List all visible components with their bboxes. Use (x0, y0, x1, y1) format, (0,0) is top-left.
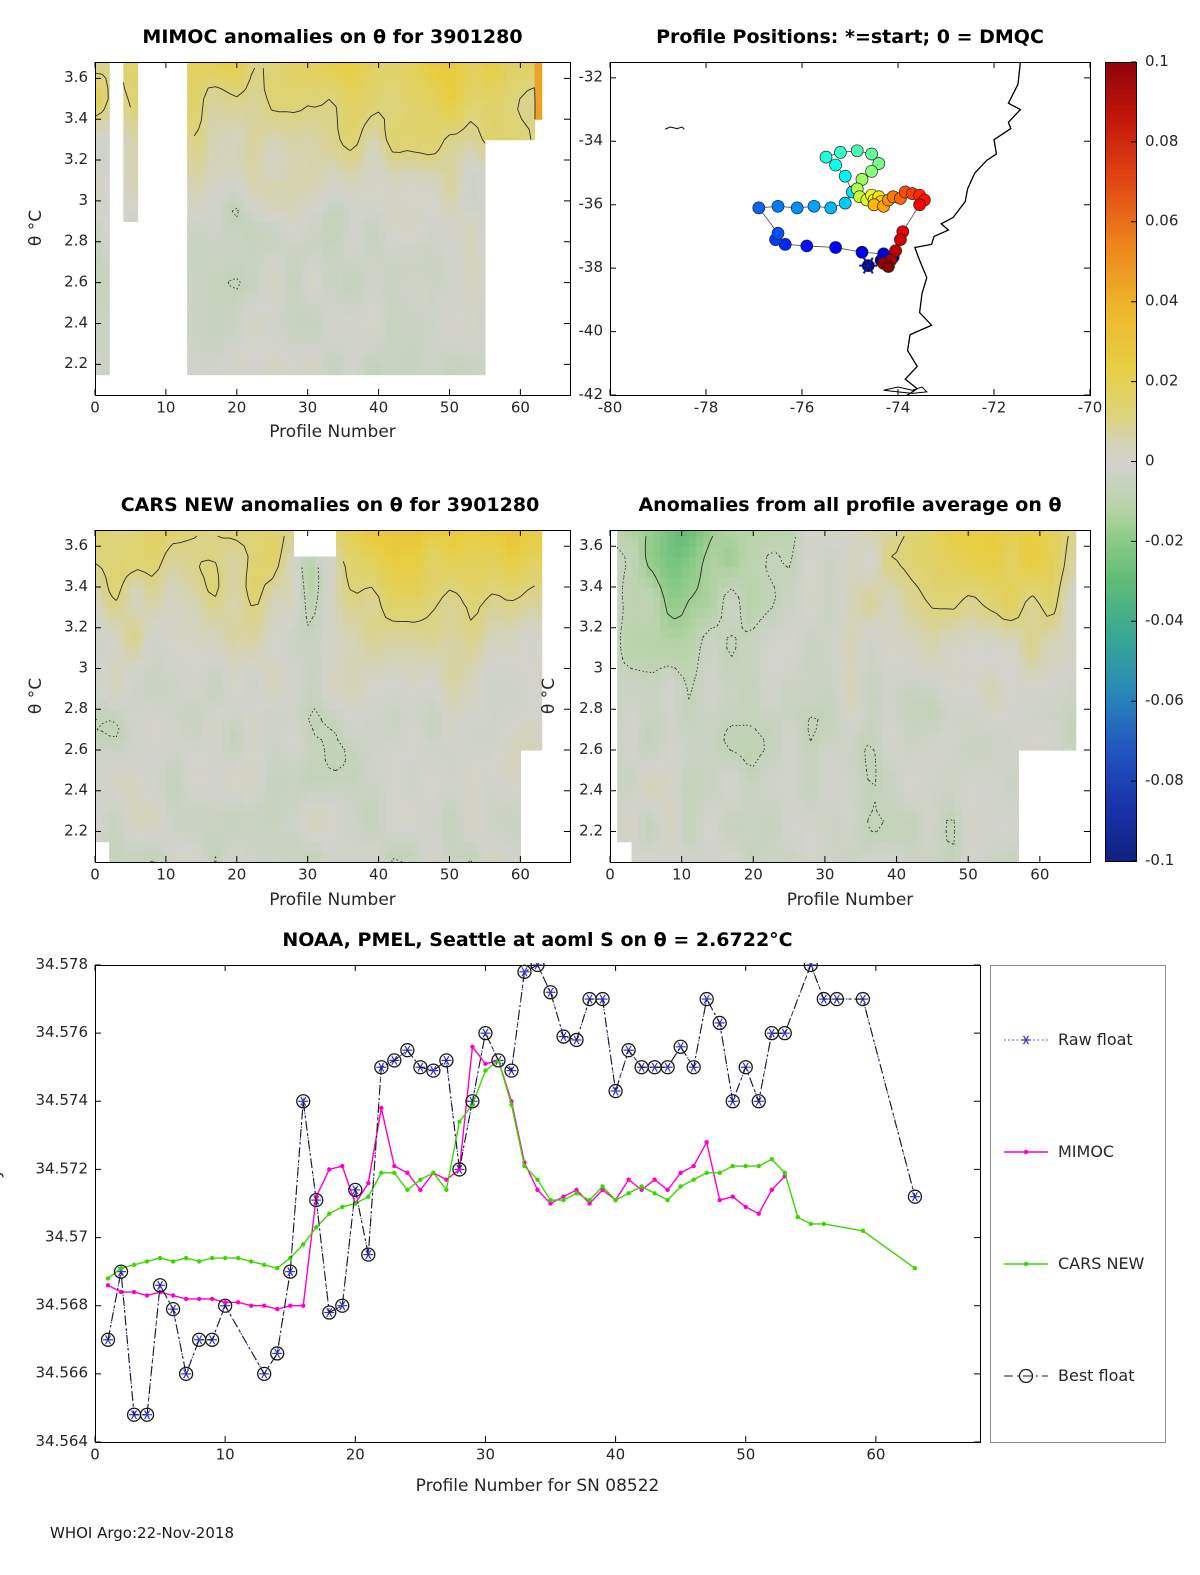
mimoc-xlabel: Profile Number (269, 422, 396, 442)
legend-label-mimoc: MIMOC (1058, 1142, 1115, 1161)
anom-xlabel: Profile Number (786, 890, 914, 910)
mimoc-title: MIMOC anomalies on θ for 3901280 (142, 26, 523, 48)
cars-ylabel: θ °C (26, 677, 46, 715)
legend-label-best-float: Best float (1058, 1366, 1135, 1385)
footer-text: WHOI Argo:22-Nov-2018 (50, 1524, 234, 1542)
anom-ylabel: θ °C (539, 677, 559, 715)
legend-label-cars-new: CARS NEW (1058, 1254, 1145, 1273)
salinity-title: NOAA, PMEL, Seattle at aoml S on θ = 2.6… (282, 929, 793, 951)
legend-label-raw-float: Raw float (1058, 1030, 1133, 1049)
map-title: Profile Positions: *=start; 0 = DMQC (656, 26, 1044, 48)
mimoc-ylabel: θ °C (26, 209, 46, 247)
cars-title: CARS NEW anomalies on θ for 3901280 (120, 494, 540, 516)
salinity-xlabel: Profile Number for SN 08522 (415, 1476, 660, 1496)
salinity-ylabel: Salinity (0, 1168, 5, 1232)
anom-title: Anomalies from all profile average on θ (638, 494, 1062, 516)
cars-xlabel: Profile Number (269, 890, 396, 910)
